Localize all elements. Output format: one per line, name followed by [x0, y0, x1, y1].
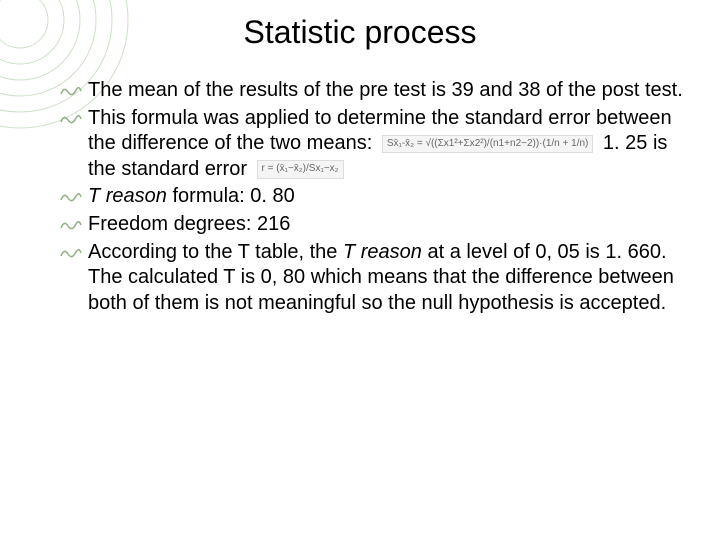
slide-body: The mean of the results of the pre test …	[60, 78, 690, 318]
bullet-4: Freedom degrees: 216	[60, 212, 690, 238]
bullet-5: According to the T table, the T reason a…	[60, 240, 690, 317]
bullet-text: Freedom degrees: 216	[88, 213, 290, 235]
formula-std-error: Sx̄₁-x̄₂ = √((Σx1²+Σx2²)/(n1+n2−2))·(1/n…	[382, 135, 594, 154]
bullet-2: This formula was applied to determine th…	[60, 106, 690, 183]
bullet-3: T reason formula: 0. 80	[60, 184, 690, 210]
scribble-icon	[60, 188, 82, 206]
scribble-icon	[60, 216, 82, 234]
slide-title: Statistic process	[0, 14, 720, 51]
bullet-text: The mean of the results of the pre test …	[88, 79, 683, 101]
bullet-text: According to the T table, the	[88, 241, 343, 263]
bullet-text: formula: 0. 80	[167, 185, 295, 207]
formula-r: r = (x̄₁−x̄₂)/Sx₁−x₂	[257, 160, 344, 179]
bullet-prefix-italic: T reason	[88, 185, 167, 207]
scribble-icon	[60, 82, 82, 100]
scribble-icon	[60, 244, 82, 262]
bullet-1: The mean of the results of the pre test …	[60, 78, 690, 104]
scribble-icon	[60, 110, 82, 128]
bullet-mid-italic: T reason	[343, 241, 422, 263]
